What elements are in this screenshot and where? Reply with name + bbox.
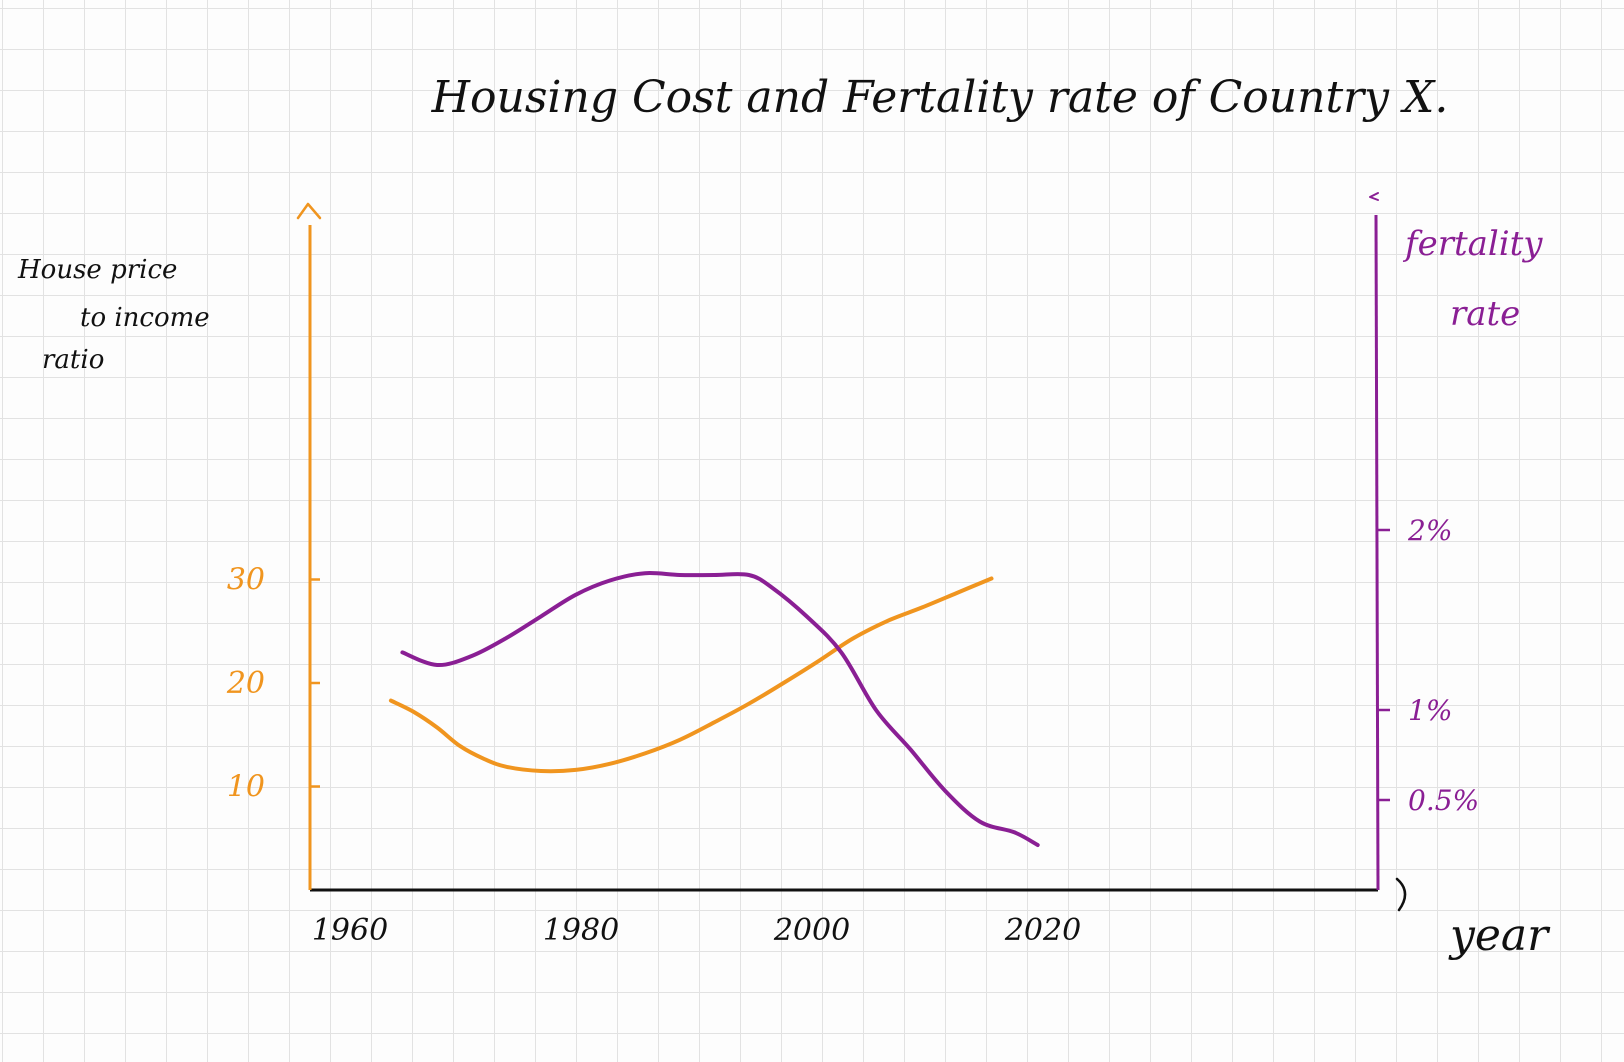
series-lines: [388, 571, 1040, 847]
house-price-series-line: [388, 576, 994, 774]
x-tick-label: 1960: [312, 913, 388, 948]
y-left-tick-label: 30: [227, 563, 265, 598]
y-left-axis-arrowhead: [296, 202, 322, 220]
x-tick-label: 2000: [773, 913, 850, 948]
y-right-axis-label: fertality rate: [1402, 224, 1543, 334]
tick-group: 10 20 30 0.5% 1% 2% 1960 1980 2000 2020: [226, 514, 1479, 948]
x-axis-label: year: [1448, 910, 1551, 961]
y-left-tick-label: 10: [227, 770, 265, 805]
y-right-tick-label: 1%: [1408, 694, 1452, 727]
fertility-rate-series-line: [400, 571, 1040, 847]
y-right-axis-arrowhead: [1369, 192, 1379, 201]
x-tick-label: 1980: [543, 913, 619, 948]
y-left-axis-label: House price to income ratio: [17, 255, 210, 375]
y-right-tick-label: 2%: [1407, 514, 1452, 547]
x-axis-arrowhead: [1395, 877, 1407, 912]
axes: [296, 192, 1407, 912]
chart-title: Housing Cost and Fertality rate of Count…: [431, 72, 1449, 123]
x-tick-label: 2020: [1004, 913, 1081, 948]
y-right-axis-line: [1374, 214, 1380, 891]
y-right-tick-label: 0.5%: [1408, 784, 1479, 817]
y-left-tick-label: 20: [226, 666, 265, 701]
